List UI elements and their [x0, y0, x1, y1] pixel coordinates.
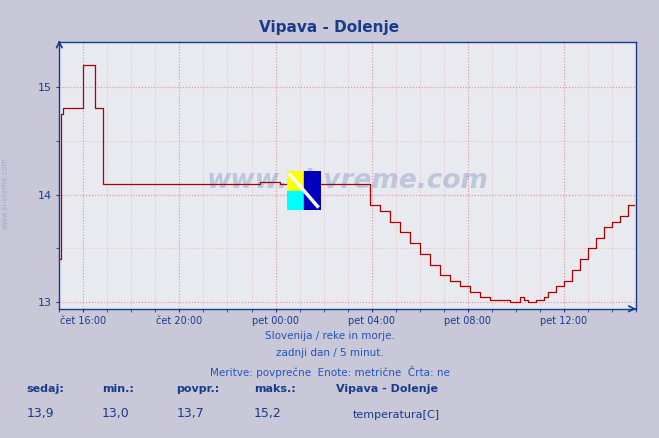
- Bar: [304, 171, 321, 210]
- Text: 13,0: 13,0: [102, 407, 130, 420]
- Bar: [287, 191, 304, 210]
- Text: sedaj:: sedaj:: [26, 384, 64, 394]
- Text: zadnji dan / 5 minut.: zadnji dan / 5 minut.: [275, 348, 384, 358]
- Text: Slovenija / reke in morje.: Slovenija / reke in morje.: [264, 331, 395, 341]
- Text: www.si-vreme.com: www.si-vreme.com: [1, 157, 10, 229]
- Text: www.si-vreme.com: www.si-vreme.com: [207, 168, 488, 194]
- Bar: [287, 171, 304, 191]
- Text: Meritve: povprečne  Enote: metrične  Črta: ne: Meritve: povprečne Enote: metrične Črta:…: [210, 366, 449, 378]
- Text: 13,9: 13,9: [26, 407, 54, 420]
- Text: Vipava - Dolenje: Vipava - Dolenje: [260, 20, 399, 35]
- Text: min.:: min.:: [102, 384, 134, 394]
- Text: maks.:: maks.:: [254, 384, 295, 394]
- Text: Vipava - Dolenje: Vipava - Dolenje: [336, 384, 438, 394]
- Text: 13,7: 13,7: [177, 407, 204, 420]
- Text: povpr.:: povpr.:: [177, 384, 220, 394]
- Text: temperatura[C]: temperatura[C]: [353, 410, 440, 420]
- Text: 15,2: 15,2: [254, 407, 281, 420]
